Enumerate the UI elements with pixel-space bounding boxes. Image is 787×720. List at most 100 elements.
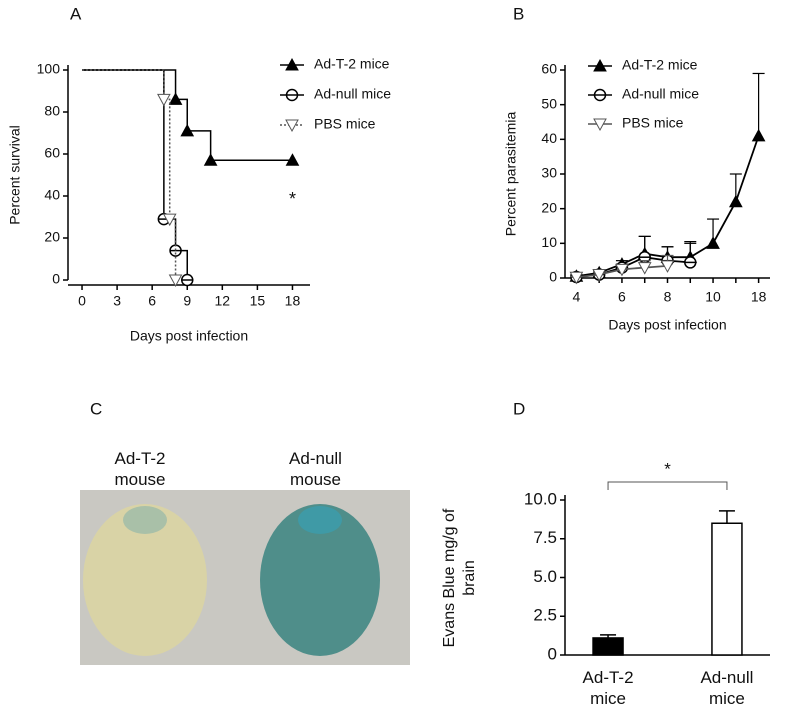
x-tick-label: 0 [78,293,86,309]
panel-label: A [70,4,82,23]
y-axis-label: Percent survival [7,125,23,225]
x-tick-label: Ad-null mice [700,668,754,709]
marker [593,58,607,72]
marker [285,57,299,71]
x-tick-label: 18 [285,293,301,309]
marker-shape [162,213,177,227]
survival-line [82,69,293,162]
error-bar [718,510,735,524]
brain-left [83,504,207,656]
y-tick-label: 20 [44,229,60,245]
brain-left-tint [123,506,167,534]
legend-label: PBS mice [622,115,684,131]
marker [660,260,675,273]
marker-shape [285,57,299,71]
marker-shape [593,118,607,132]
panel-label: C [90,399,102,418]
y-tick-label: 10 [541,234,557,250]
marker-shape [593,58,607,72]
marker [706,236,720,249]
panel-label: D [513,399,525,418]
x-tick-label: 6 [148,293,156,309]
brain-right [260,504,380,656]
marker-shape [157,93,171,107]
x-tick-label: 3 [113,293,121,309]
significance-bracket [607,481,728,490]
x-axis-label: Days post infection [608,317,726,333]
marker [285,119,299,133]
y-axis-label: Percent parasitemia [503,112,519,237]
y-tick-label: 100 [37,61,61,77]
y-tick-label: 60 [541,61,557,77]
x-tick-label: 15 [250,293,266,309]
legend-label: Ad-null mice [314,86,391,102]
photo-caption: Ad-null mouse [289,449,342,490]
marker [592,269,607,282]
survival-line [82,69,177,280]
marker [728,194,743,208]
legend-label: Ad-T-2 mice [314,56,390,72]
marker [157,93,171,107]
marker-shape [569,271,584,285]
marker-shape [285,119,299,133]
marker-shape [168,274,183,288]
legend-label: Ad-null mice [622,86,699,102]
marker-shape [637,262,652,275]
x-tick-label: 9 [183,293,191,309]
legend-label: PBS mice [314,116,376,132]
y-tick-label: 10.0 [524,489,557,508]
y-tick-label: 20 [541,199,557,215]
marker [615,263,629,277]
annotation: * [289,189,296,209]
marker [751,128,766,142]
marker [203,153,218,166]
marker-shape [751,128,766,142]
y-tick-label: 0 [548,644,557,663]
marker [684,256,697,269]
y-tick-label: 80 [44,103,60,119]
marker [168,274,183,288]
marker-shape [168,92,183,105]
photo-caption: Ad-T-2 mouse [114,449,166,490]
y-tick-label: 40 [44,187,60,203]
x-tick-label: 6 [618,289,626,305]
marker [168,92,183,105]
marker [162,213,177,227]
marker-shape [180,123,195,137]
x-axis-label: Days post infection [130,328,248,344]
y-tick-label: 0 [549,269,557,285]
legend-label: Ad-T-2 mice [622,57,698,73]
marker [285,153,300,166]
y-tick-label: 5.0 [533,567,557,586]
marker-shape [285,153,300,166]
x-tick-label: 12 [215,293,231,309]
marker [593,118,607,132]
bar [592,637,624,656]
x-tick-label: 8 [664,289,672,305]
marker [637,262,652,275]
x-tick-label: 4 [572,289,580,305]
marker [593,88,607,102]
marker-shape [592,269,607,282]
panel-label: B [513,4,524,23]
marker [285,88,299,102]
marker [180,123,195,137]
y-tick-label: 2.5 [533,606,557,625]
y-tick-label: 50 [541,95,557,111]
marker [180,273,194,287]
significance-label: * [664,459,671,478]
x-tick-label: Ad-T-2 mice [582,668,634,709]
y-tick-label: 30 [541,165,557,181]
marker-shape [706,236,720,249]
x-tick-label: 18 [751,289,767,305]
y-tick-label: 7.5 [533,528,557,547]
marker-shape [728,194,743,208]
y-tick-label: 40 [541,130,557,146]
marker [569,271,584,285]
marker-shape [615,263,629,277]
y-axis-label: Evans Blue mg/g of brain [441,508,478,647]
marker-shape [203,153,218,166]
marker-shape [660,260,675,273]
